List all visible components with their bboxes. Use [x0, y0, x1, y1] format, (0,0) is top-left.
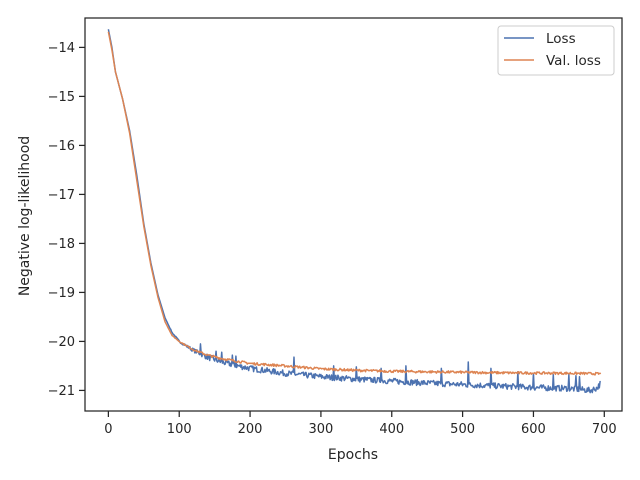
- y-tick-label: −16: [48, 139, 75, 154]
- y-tick-label: −14: [48, 41, 75, 56]
- x-tick-label: 400: [379, 422, 404, 437]
- y-ticks: −21 −20 −19 −18 −17 −16 −15 −14: [48, 41, 85, 399]
- y-tick-label: −19: [48, 286, 75, 301]
- y-tick-label: −17: [48, 188, 75, 203]
- x-tick-label: 600: [521, 422, 546, 437]
- x-tick-label: 300: [308, 422, 333, 437]
- x-tick-label: 500: [450, 422, 475, 437]
- plot-frame: [84, 17, 623, 412]
- x-tick-label: 200: [238, 422, 263, 437]
- y-tick-label: −15: [48, 90, 75, 105]
- y-tick-label: −20: [48, 335, 75, 350]
- legend-label-loss: Loss: [546, 31, 576, 47]
- y-tick-label: −18: [48, 237, 75, 252]
- legend-label-val-loss: Val. loss: [546, 53, 601, 69]
- x-tick-label: 0: [104, 422, 112, 437]
- x-tick-label: 100: [167, 422, 192, 437]
- y-tick-label: −21: [48, 384, 75, 399]
- y-axis-label: Negative log-likelihood: [17, 136, 33, 296]
- x-ticks: 0 100 200 300 400 500 600 700: [104, 411, 617, 437]
- plot-lines: [107, 29, 602, 394]
- legend: Loss Val. loss: [497, 25, 615, 76]
- x-axis-label: Epochs: [328, 447, 378, 463]
- series-line-val-loss: [107, 31, 602, 376]
- x-tick-label: 700: [592, 422, 617, 437]
